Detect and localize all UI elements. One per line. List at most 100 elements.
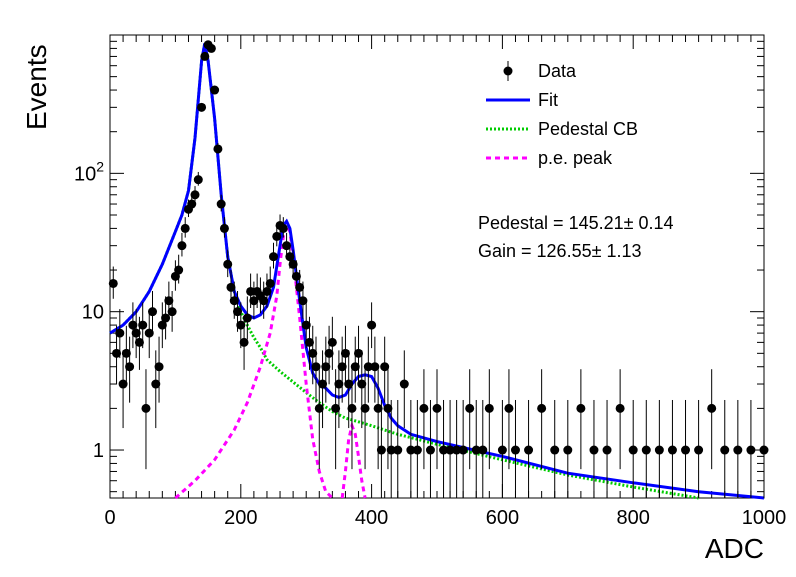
x-tick-label: 0 xyxy=(104,507,115,529)
data-marker xyxy=(484,403,494,413)
data-marker xyxy=(452,445,462,455)
data-point xyxy=(667,399,677,498)
data-point xyxy=(125,336,135,403)
data-marker xyxy=(206,43,216,53)
data-marker xyxy=(278,223,288,233)
data-marker xyxy=(563,445,573,455)
data-point xyxy=(537,369,547,470)
data-point xyxy=(484,369,494,470)
data-marker xyxy=(314,403,324,413)
data-marker xyxy=(439,445,449,455)
data-point xyxy=(334,350,344,429)
data-marker xyxy=(393,445,403,455)
data-marker xyxy=(272,231,282,241)
data-point xyxy=(746,399,756,498)
data-marker xyxy=(458,445,468,455)
data-marker xyxy=(399,379,409,389)
data-marker xyxy=(180,223,190,233)
data-marker xyxy=(115,328,125,338)
data-point xyxy=(628,399,638,498)
data-marker xyxy=(331,403,341,413)
data-point xyxy=(154,336,164,403)
data-point xyxy=(478,399,488,498)
data-point xyxy=(360,369,370,470)
data-point xyxy=(393,399,403,498)
data-point xyxy=(563,399,573,498)
x-tick-label: 600 xyxy=(486,507,519,529)
axis-ticks xyxy=(109,35,765,498)
data-point xyxy=(200,51,210,61)
data-marker xyxy=(128,320,138,330)
data-marker xyxy=(167,307,177,317)
data-point xyxy=(406,399,416,498)
pedestal-annotation: Pedestal = 145.21± 0.14 xyxy=(478,213,674,233)
data-marker xyxy=(200,51,210,61)
y-axis-title: Events xyxy=(21,44,52,130)
data-marker xyxy=(406,445,416,455)
data-point xyxy=(318,350,328,429)
data-point xyxy=(615,369,625,470)
data-marker xyxy=(628,445,638,455)
data-point xyxy=(357,350,367,429)
data-marker xyxy=(236,320,246,330)
data-point xyxy=(350,336,360,403)
data-marker xyxy=(746,445,756,455)
data-marker xyxy=(213,144,223,154)
data-marker xyxy=(151,379,161,389)
data-marker xyxy=(112,348,122,358)
data-point xyxy=(733,399,743,498)
data-point xyxy=(524,399,534,498)
data-marker xyxy=(295,282,305,292)
data-marker xyxy=(681,445,691,455)
y-tick-label: 1 xyxy=(93,440,104,462)
legend-entry: p.e. peak xyxy=(486,148,613,168)
data-marker xyxy=(465,403,475,413)
legend-label: Data xyxy=(538,61,577,81)
data-point xyxy=(210,85,220,95)
data-marker xyxy=(190,190,200,200)
data-marker xyxy=(249,296,259,306)
data-marker xyxy=(291,271,301,281)
data-marker xyxy=(654,445,664,455)
data-point xyxy=(576,369,586,470)
data-point xyxy=(141,369,151,470)
data-point xyxy=(367,302,377,349)
data-point xyxy=(278,217,288,238)
data-marker xyxy=(125,362,135,372)
data-point xyxy=(239,316,249,370)
data-marker xyxy=(131,328,141,338)
data-point xyxy=(412,399,422,498)
data-marker xyxy=(425,445,435,455)
data-point xyxy=(138,302,148,349)
legend-entry: Data xyxy=(503,61,577,81)
legend-label: Fit xyxy=(538,90,558,110)
data-point xyxy=(550,399,560,498)
data-marker xyxy=(144,328,154,338)
data-point xyxy=(151,350,161,429)
data-point xyxy=(380,336,390,403)
y-tick-label-exponent: 2 xyxy=(96,158,104,174)
data-marker xyxy=(350,362,360,372)
y-tick-label: 102 xyxy=(74,158,104,185)
data-marker xyxy=(148,307,158,317)
data-point xyxy=(288,249,298,278)
data-point xyxy=(115,309,125,359)
data-point xyxy=(510,399,520,498)
data-marker xyxy=(219,223,229,233)
data-point xyxy=(376,399,386,498)
data-marker xyxy=(373,403,383,413)
data-point xyxy=(193,171,203,186)
data-point xyxy=(148,290,158,332)
data-point xyxy=(219,217,229,238)
data-point xyxy=(327,316,337,370)
data-point xyxy=(471,399,481,498)
data-marker xyxy=(157,320,167,330)
data-marker xyxy=(301,320,311,330)
data-marker xyxy=(340,348,350,358)
data-point xyxy=(439,399,449,498)
data-marker xyxy=(321,362,331,372)
x-axis-title: ADC xyxy=(705,533,764,564)
data-marker xyxy=(344,379,354,389)
legend-label: Pedestal CB xyxy=(538,119,638,139)
